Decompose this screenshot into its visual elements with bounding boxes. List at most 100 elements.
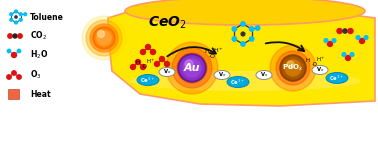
Ellipse shape — [159, 68, 175, 77]
Text: Toluene: Toluene — [30, 12, 64, 22]
Text: CO$_2$: CO$_2$ — [30, 30, 47, 42]
Circle shape — [164, 61, 169, 67]
Text: H: H — [204, 48, 209, 53]
Ellipse shape — [312, 66, 328, 75]
Text: H: H — [306, 57, 310, 63]
Circle shape — [15, 16, 17, 18]
Circle shape — [241, 32, 245, 36]
Circle shape — [7, 49, 11, 53]
Circle shape — [17, 75, 21, 79]
Ellipse shape — [125, 0, 365, 25]
Circle shape — [348, 29, 353, 34]
Text: Ce$^{3+}$: Ce$^{3+}$ — [329, 73, 345, 83]
Circle shape — [141, 49, 146, 54]
Circle shape — [249, 27, 254, 31]
Circle shape — [337, 29, 342, 34]
Circle shape — [97, 31, 111, 45]
Circle shape — [150, 49, 155, 54]
Text: ·O: ·O — [141, 64, 147, 69]
Circle shape — [345, 55, 350, 60]
Text: CeO$_2$: CeO$_2$ — [148, 15, 187, 31]
Text: V$_o$: V$_o$ — [260, 71, 268, 80]
Circle shape — [12, 71, 16, 75]
Circle shape — [359, 39, 364, 43]
Circle shape — [160, 56, 164, 61]
Circle shape — [18, 34, 22, 38]
Text: H: H — [136, 59, 140, 65]
Circle shape — [280, 55, 306, 81]
Text: V$_o$: V$_o$ — [163, 68, 171, 77]
Circle shape — [155, 61, 160, 67]
Polygon shape — [108, 4, 375, 106]
Circle shape — [141, 65, 146, 70]
Circle shape — [24, 13, 27, 16]
Text: V$_o$: V$_o$ — [218, 71, 226, 80]
Circle shape — [130, 65, 135, 70]
Circle shape — [98, 31, 104, 38]
Circle shape — [146, 44, 150, 49]
Text: Au: Au — [184, 63, 200, 73]
Circle shape — [241, 42, 245, 46]
Ellipse shape — [326, 73, 348, 83]
Circle shape — [332, 39, 336, 42]
Circle shape — [7, 75, 11, 79]
Circle shape — [270, 45, 316, 91]
Circle shape — [8, 34, 12, 38]
Text: PdO$_x$: PdO$_x$ — [282, 63, 304, 73]
Ellipse shape — [227, 77, 249, 87]
Circle shape — [82, 16, 126, 60]
Circle shape — [364, 36, 368, 39]
Circle shape — [356, 36, 360, 39]
Circle shape — [135, 59, 141, 65]
Circle shape — [276, 51, 310, 85]
Circle shape — [11, 52, 17, 57]
Ellipse shape — [130, 71, 360, 91]
Circle shape — [180, 56, 204, 80]
Circle shape — [287, 61, 294, 68]
Circle shape — [19, 18, 22, 21]
Circle shape — [282, 57, 304, 79]
Circle shape — [241, 22, 245, 26]
Circle shape — [342, 53, 346, 56]
Circle shape — [17, 49, 21, 53]
Circle shape — [183, 59, 201, 77]
Circle shape — [178, 54, 206, 82]
Text: V$_o$: V$_o$ — [316, 66, 324, 74]
Text: H$^+$: H$^+$ — [316, 56, 326, 64]
Ellipse shape — [256, 71, 272, 80]
Circle shape — [324, 39, 328, 42]
Circle shape — [256, 26, 260, 30]
Circle shape — [280, 55, 306, 81]
FancyBboxPatch shape — [8, 89, 20, 99]
Circle shape — [19, 13, 22, 16]
Text: O$_3$: O$_3$ — [30, 69, 42, 81]
Circle shape — [172, 48, 212, 88]
Circle shape — [249, 37, 254, 41]
Circle shape — [232, 27, 237, 31]
Circle shape — [90, 24, 118, 52]
Circle shape — [13, 34, 17, 38]
Circle shape — [10, 13, 12, 16]
Text: Ce$^{3+}$: Ce$^{3+}$ — [230, 77, 246, 87]
Circle shape — [166, 42, 218, 94]
Circle shape — [15, 10, 17, 13]
Circle shape — [95, 29, 113, 47]
Circle shape — [327, 42, 333, 46]
Text: H$^+$: H$^+$ — [212, 46, 223, 55]
Text: Ce$^{3+}$: Ce$^{3+}$ — [140, 75, 156, 85]
Text: H$^+$: H$^+$ — [146, 58, 156, 66]
Circle shape — [93, 27, 115, 49]
Ellipse shape — [137, 75, 159, 85]
Text: ·O: ·O — [311, 61, 317, 67]
Text: Heat: Heat — [30, 89, 51, 98]
Circle shape — [10, 18, 12, 21]
Circle shape — [350, 53, 354, 56]
Text: ·O: ·O — [209, 53, 215, 58]
Circle shape — [185, 60, 193, 68]
Circle shape — [15, 21, 17, 24]
Ellipse shape — [214, 71, 230, 80]
Circle shape — [86, 20, 122, 56]
Circle shape — [177, 53, 207, 83]
Text: H$_2$O: H$_2$O — [30, 49, 48, 61]
Circle shape — [232, 37, 237, 41]
